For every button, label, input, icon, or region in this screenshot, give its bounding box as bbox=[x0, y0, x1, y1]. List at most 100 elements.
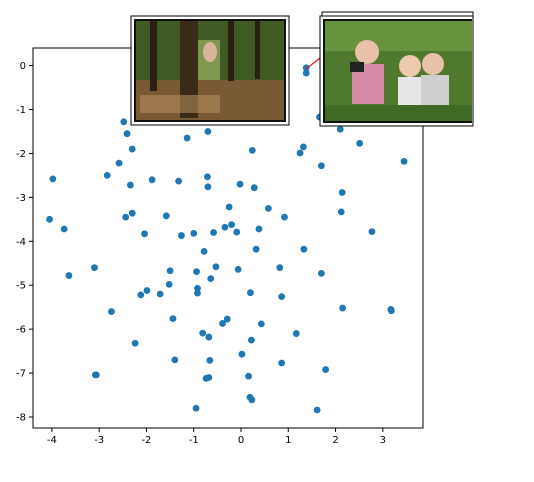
scatter-point bbox=[255, 225, 263, 233]
scatter-point bbox=[156, 290, 164, 298]
scatter-point bbox=[120, 118, 128, 126]
scatter-point bbox=[338, 189, 346, 196]
scatter-point bbox=[250, 184, 258, 192]
y-tick-label: -5 bbox=[16, 281, 26, 292]
scatter-point bbox=[165, 280, 173, 288]
scatter-point bbox=[248, 396, 256, 404]
scatter-point bbox=[46, 215, 53, 223]
annotation-image-children bbox=[319, 11, 474, 127]
scatter-point bbox=[234, 266, 242, 273]
scatter-point bbox=[190, 229, 198, 237]
scatter-point bbox=[128, 209, 136, 217]
scatter-point bbox=[300, 245, 308, 253]
scatter-point bbox=[400, 157, 408, 165]
x-tick-label: 0 bbox=[238, 435, 244, 446]
photo-foreground bbox=[325, 105, 472, 121]
y-tick-label: -8 bbox=[16, 413, 26, 424]
scatter-point bbox=[322, 366, 330, 373]
scatter-point bbox=[92, 371, 100, 379]
scatter-point bbox=[148, 176, 156, 184]
scatter-point bbox=[200, 247, 208, 255]
scatter-point bbox=[194, 284, 201, 292]
scatter-point bbox=[143, 287, 151, 294]
scatter-point bbox=[337, 208, 345, 216]
scatter-point bbox=[205, 333, 213, 341]
scatter-point bbox=[339, 304, 347, 312]
scatter-point bbox=[252, 245, 260, 253]
scatter-point bbox=[183, 134, 191, 142]
scatter-point bbox=[296, 149, 304, 157]
tree-trunk bbox=[255, 21, 260, 79]
scatter-point bbox=[245, 372, 252, 380]
child-face bbox=[355, 40, 379, 64]
scatter-point bbox=[204, 128, 212, 135]
scatter-point bbox=[205, 374, 213, 381]
x-axis: -4 -3 -2 -1 0 1 2 3 bbox=[47, 428, 386, 446]
image-box-frame-back bbox=[321, 11, 474, 17]
x-tick-label: -2 bbox=[141, 435, 151, 446]
path-light bbox=[140, 95, 220, 113]
scatter-point bbox=[169, 315, 177, 323]
scatter-point bbox=[292, 330, 300, 337]
scatter-point bbox=[233, 228, 241, 236]
scatter-point bbox=[128, 145, 136, 153]
scatter-points bbox=[46, 64, 408, 414]
scatter-point bbox=[281, 213, 288, 221]
scatter-point bbox=[204, 173, 211, 181]
scatter-point bbox=[368, 228, 376, 236]
scatter-point bbox=[204, 183, 212, 191]
scatter-point bbox=[248, 146, 256, 154]
scatter-point bbox=[108, 308, 115, 315]
scatter-point bbox=[115, 159, 123, 167]
scatter-point bbox=[178, 232, 185, 239]
scatter-point bbox=[302, 64, 310, 72]
scatter-point bbox=[192, 404, 200, 412]
y-axis: 0 -1 -2 -3 -4 -5 -6 -7 -8 bbox=[16, 61, 33, 424]
annotation-arrow bbox=[305, 57, 321, 70]
scatter-point bbox=[317, 269, 325, 277]
scatter-point bbox=[236, 180, 244, 188]
child-figure bbox=[203, 42, 217, 62]
scatter-point bbox=[278, 359, 286, 367]
tree-trunk bbox=[150, 21, 157, 91]
scatter-point bbox=[137, 291, 145, 299]
y-tick-label: -2 bbox=[16, 149, 26, 160]
scatter-point bbox=[257, 320, 265, 328]
scatter-point bbox=[60, 225, 68, 233]
scatter-point bbox=[221, 223, 229, 231]
scatter-point bbox=[223, 315, 231, 323]
x-tick-label: 2 bbox=[332, 435, 338, 446]
child-shirt bbox=[398, 77, 424, 107]
scatter-point bbox=[336, 125, 344, 133]
x-tick-label: 1 bbox=[285, 435, 291, 446]
y-tick-label: 0 bbox=[20, 61, 26, 72]
scatter-point bbox=[103, 171, 111, 179]
scatter-point bbox=[194, 289, 201, 297]
scatter-point bbox=[238, 350, 246, 358]
scatter-point bbox=[300, 143, 307, 151]
child-face bbox=[399, 55, 421, 77]
scatter-point bbox=[141, 230, 148, 238]
scatter-point bbox=[166, 267, 174, 275]
scatter-point bbox=[162, 212, 170, 220]
y-tick-label: -6 bbox=[16, 325, 26, 336]
y-tick-label: -3 bbox=[16, 193, 26, 204]
scatter-point bbox=[210, 229, 217, 236]
scatter-point bbox=[317, 162, 325, 170]
scatter-point bbox=[49, 175, 57, 183]
scatter-point bbox=[247, 289, 254, 297]
scatter-point bbox=[171, 356, 179, 364]
scatter-point bbox=[248, 336, 255, 344]
tree-trunk bbox=[180, 21, 198, 118]
scatter-point bbox=[207, 275, 215, 283]
x-tick-label: -1 bbox=[189, 435, 199, 446]
scatter-point bbox=[356, 139, 364, 147]
scatter-point bbox=[126, 181, 134, 189]
scatter-point bbox=[278, 293, 286, 301]
x-tick-label: -4 bbox=[47, 435, 57, 446]
y-tick-label: -4 bbox=[16, 237, 26, 248]
scatter-point bbox=[175, 177, 183, 185]
scatter-point bbox=[265, 204, 272, 212]
scatter-point bbox=[193, 268, 200, 276]
